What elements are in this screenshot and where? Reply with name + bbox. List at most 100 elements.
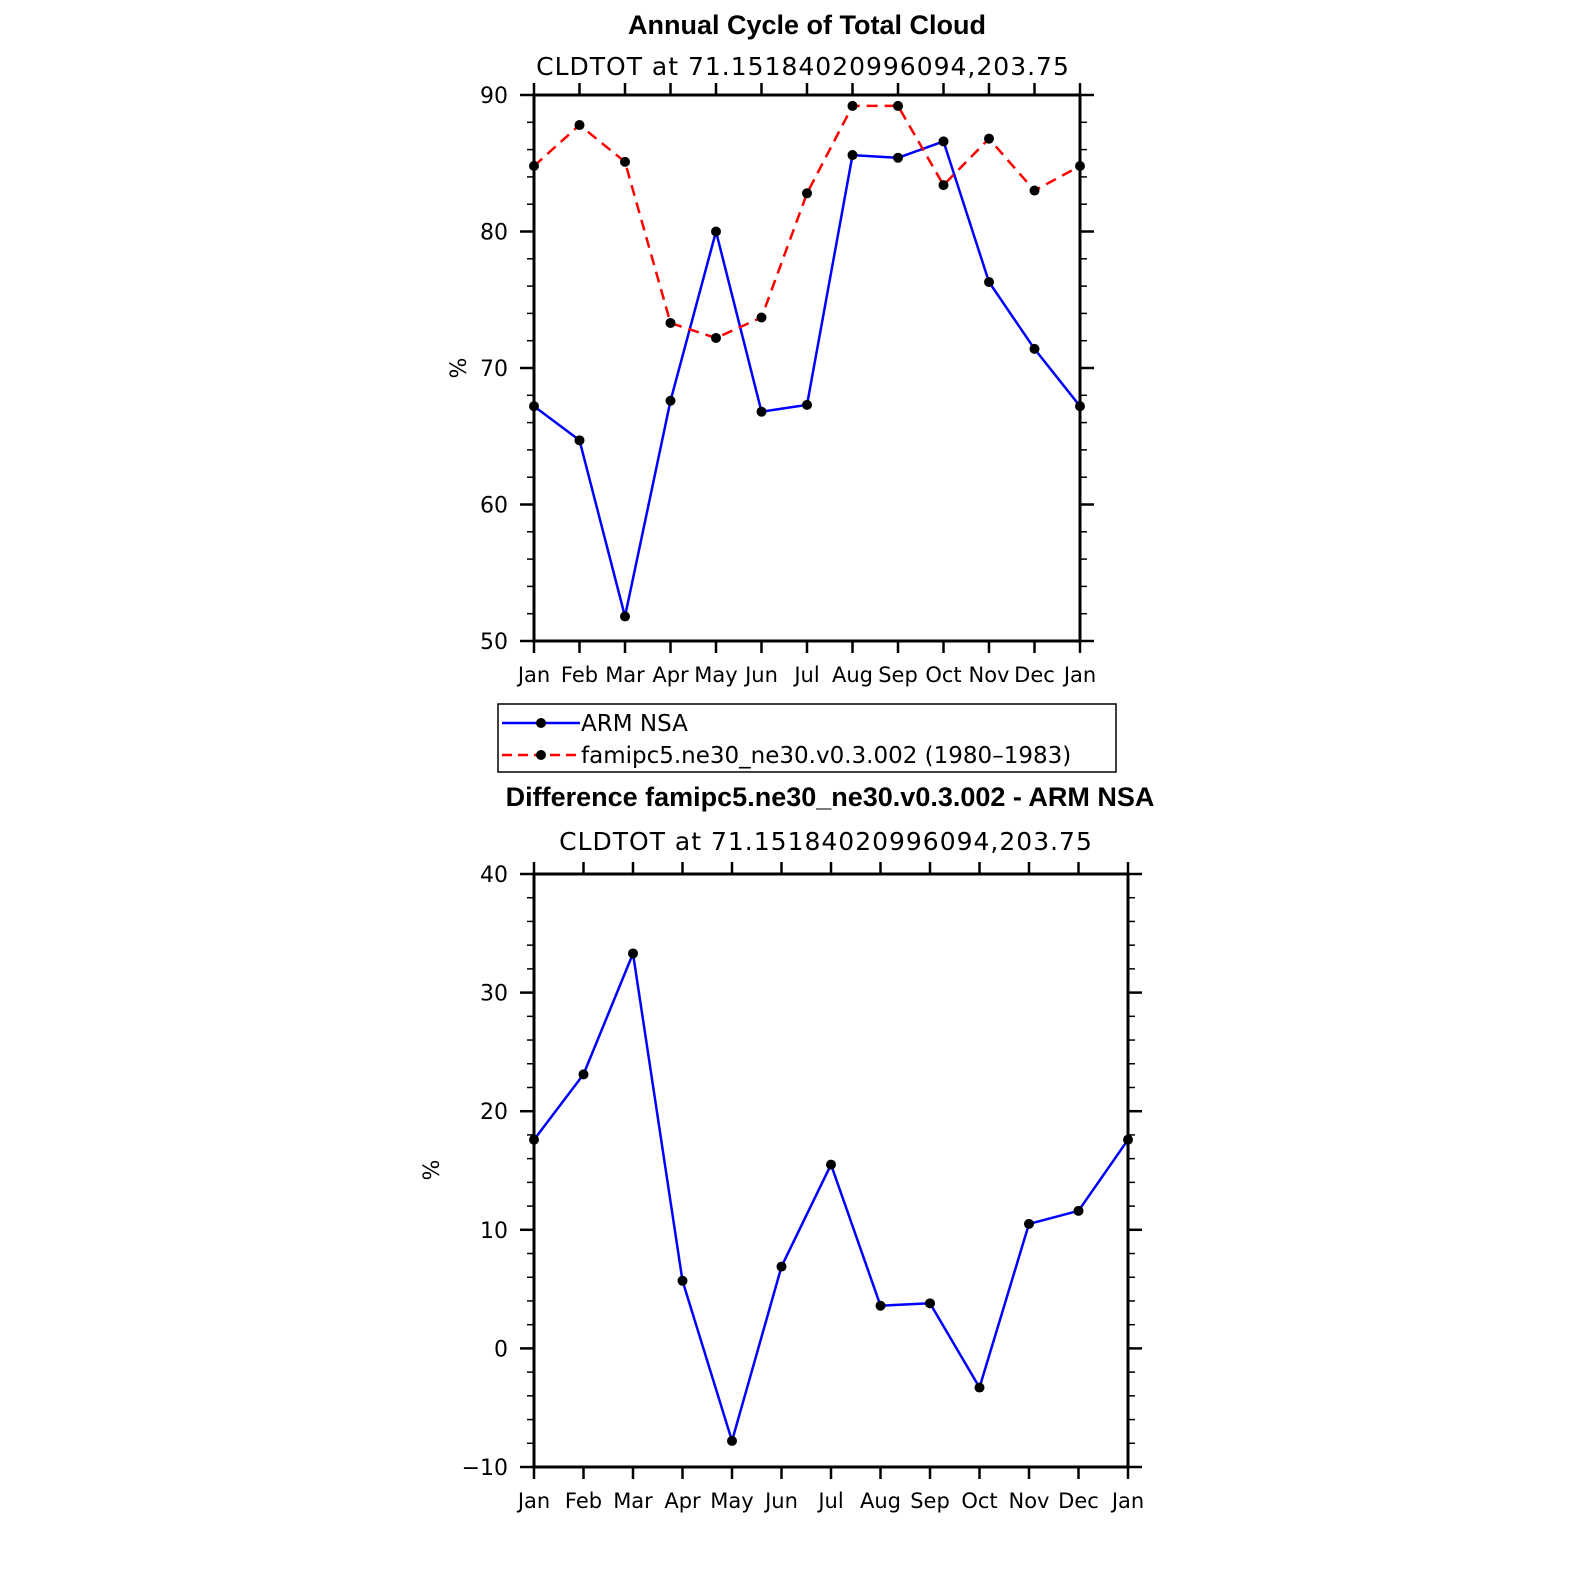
- top-series-1-point: [665, 395, 676, 406]
- bottom-series-1-point: [776, 1261, 787, 1272]
- bottom-y-tick-label: 40: [480, 863, 508, 888]
- legend-label-arm-nsa: ARM NSA: [581, 711, 688, 737]
- top-series-line-1: [533, 140, 1081, 618]
- legend-label-model: famipc5.ne30_ne30.v0.3.002 (1980–1983): [581, 743, 1071, 769]
- top-series-2-point: [893, 100, 903, 111]
- top-y-tick-label: 50: [480, 630, 508, 655]
- bottom-series-layer: [529, 948, 1133, 1446]
- difference-panel: Difference famipc5.ne30_ne30.v0.3.002 - …: [420, 782, 1154, 1513]
- top-series-2-point: [756, 312, 767, 323]
- bottom-series-1-point: [826, 1159, 836, 1170]
- top-series-line-2: [533, 104, 1081, 340]
- bottom-chart-title: Difference famipc5.ne30_ne30.v0.3.002 - …: [506, 782, 1155, 812]
- top-series-1-point: [711, 226, 721, 237]
- bottom-plot-frame: [532, 872, 1130, 1469]
- legend: ARM NSA famipc5.ne30_ne30.v0.3.002 (1980…: [497, 703, 1117, 773]
- top-series-2-point: [529, 160, 539, 171]
- bottom-x-tick-label: Nov: [1009, 1489, 1050, 1513]
- top-x-tick-label: Jul: [792, 663, 819, 687]
- top-x-tick-label: Nov: [969, 663, 1010, 687]
- top-y-tick-label: 60: [480, 494, 508, 519]
- bottom-x-tick-label: Dec: [1058, 1489, 1099, 1513]
- bottom-series-1-point: [1024, 1218, 1034, 1229]
- bottom-x-tick-label: Oct: [961, 1489, 997, 1513]
- bottom-x-tick-label: May: [710, 1489, 753, 1513]
- top-x-tick-label: Sep: [878, 663, 918, 687]
- top-series-2-point: [847, 100, 858, 111]
- top-y-tick-label: 80: [480, 221, 508, 246]
- top-series-1-point: [984, 277, 994, 288]
- top-series-1-point: [574, 435, 585, 446]
- bottom-y-tick-label: 30: [480, 982, 508, 1007]
- top-x-tick-label: Jan: [1062, 663, 1096, 687]
- top-x-tick-label: Apr: [652, 663, 689, 687]
- bottom-x-tick-label: Jul: [816, 1489, 843, 1513]
- top-y-axis-label: %: [447, 358, 472, 379]
- top-series-2-point: [802, 188, 812, 199]
- top-x-tick-label: Jan: [516, 663, 550, 687]
- top-series-2-point: [574, 120, 585, 131]
- top-series-1-point: [620, 611, 630, 622]
- top-chart-subtitle: CLDTOT at 71.15184020996094,203.75: [536, 52, 1070, 81]
- top-series-1-point: [1075, 401, 1085, 412]
- bottom-x-tick-label: Sep: [910, 1489, 950, 1513]
- top-series-2-point: [938, 180, 949, 191]
- bottom-series-1-point: [1123, 1134, 1133, 1145]
- bottom-series-1-point: [875, 1300, 886, 1311]
- legend-marker-model: [536, 750, 546, 760]
- bottom-axes: Jan Feb Mar Apr May Jun Jul Aug Sep Oct Nov Dec Jan−…: [462, 862, 1144, 1513]
- top-series-layer: [529, 100, 1085, 622]
- bottom-series-1-point: [727, 1435, 737, 1446]
- top-series-2-point: [984, 133, 994, 144]
- top-series-1-point: [847, 150, 858, 161]
- annual-cycle-panel: Annual Cycle of Total Cloud CLDTOT at 71…: [447, 10, 1096, 687]
- top-series-2-point: [1075, 160, 1085, 171]
- top-series-1-point: [1029, 343, 1040, 354]
- top-x-tick-label: Oct: [925, 663, 961, 687]
- bottom-chart-subtitle: CLDTOT at 71.15184020996094,203.75: [559, 827, 1093, 856]
- top-x-tick-label: Jun: [743, 663, 778, 687]
- bottom-x-tick-label: Mar: [613, 1489, 653, 1513]
- legend-box: [497, 703, 1117, 773]
- top-y-tick-label: 90: [480, 84, 508, 109]
- bottom-x-tick-label: Jan: [1110, 1489, 1144, 1513]
- bottom-series-1-point: [677, 1275, 688, 1286]
- bottom-x-tick-label: Jun: [763, 1489, 798, 1513]
- top-series-1-point: [529, 401, 539, 412]
- bottom-x-tick-label: Feb: [565, 1489, 602, 1513]
- top-x-tick-label: Dec: [1014, 663, 1055, 687]
- bottom-x-tick-label: Apr: [664, 1489, 701, 1513]
- bottom-series-1-point: [974, 1382, 985, 1393]
- top-series-1-point: [802, 399, 812, 410]
- top-series-1-point: [756, 406, 767, 417]
- top-axes: Jan Feb Mar Apr May Jun Jul Aug Sep Oct Nov Dec Jan 5…: [480, 83, 1096, 687]
- top-series-2-point: [665, 317, 676, 328]
- top-series-2-point: [620, 156, 630, 167]
- top-series-2-point: [1029, 185, 1040, 196]
- top-plot-frame: [532, 93, 1082, 643]
- bottom-x-tick-label: Jan: [516, 1489, 550, 1513]
- top-x-tick-label: Mar: [605, 663, 645, 687]
- bottom-series-1-point: [1073, 1205, 1084, 1216]
- bottom-y-tick-label: 10: [480, 1219, 508, 1244]
- bottom-series-1-point: [529, 1134, 539, 1145]
- top-x-tick-label: Aug: [832, 663, 873, 687]
- legend-marker-arm-nsa: [536, 718, 546, 728]
- bottom-y-tick-label: −10: [462, 1456, 508, 1481]
- top-x-tick-label: Feb: [561, 663, 598, 687]
- top-y-tick-label: 70: [480, 357, 508, 382]
- top-x-tick-label: May: [694, 663, 737, 687]
- bottom-y-tick-label: 20: [480, 1100, 508, 1125]
- top-series-1-point: [893, 152, 903, 163]
- top-series-2-point: [711, 332, 721, 343]
- bottom-y-axis-label: %: [420, 1160, 445, 1181]
- bottom-series-1-point: [628, 948, 638, 959]
- bottom-x-tick-label: Aug: [860, 1489, 901, 1513]
- bottom-y-tick-label: 0: [494, 1337, 508, 1362]
- top-chart-title: Annual Cycle of Total Cloud: [628, 10, 986, 40]
- top-series-1-point: [938, 136, 949, 147]
- bottom-series-1-point: [578, 1069, 589, 1080]
- bottom-series-line-1: [533, 952, 1130, 1443]
- bottom-series-1-point: [925, 1298, 935, 1309]
